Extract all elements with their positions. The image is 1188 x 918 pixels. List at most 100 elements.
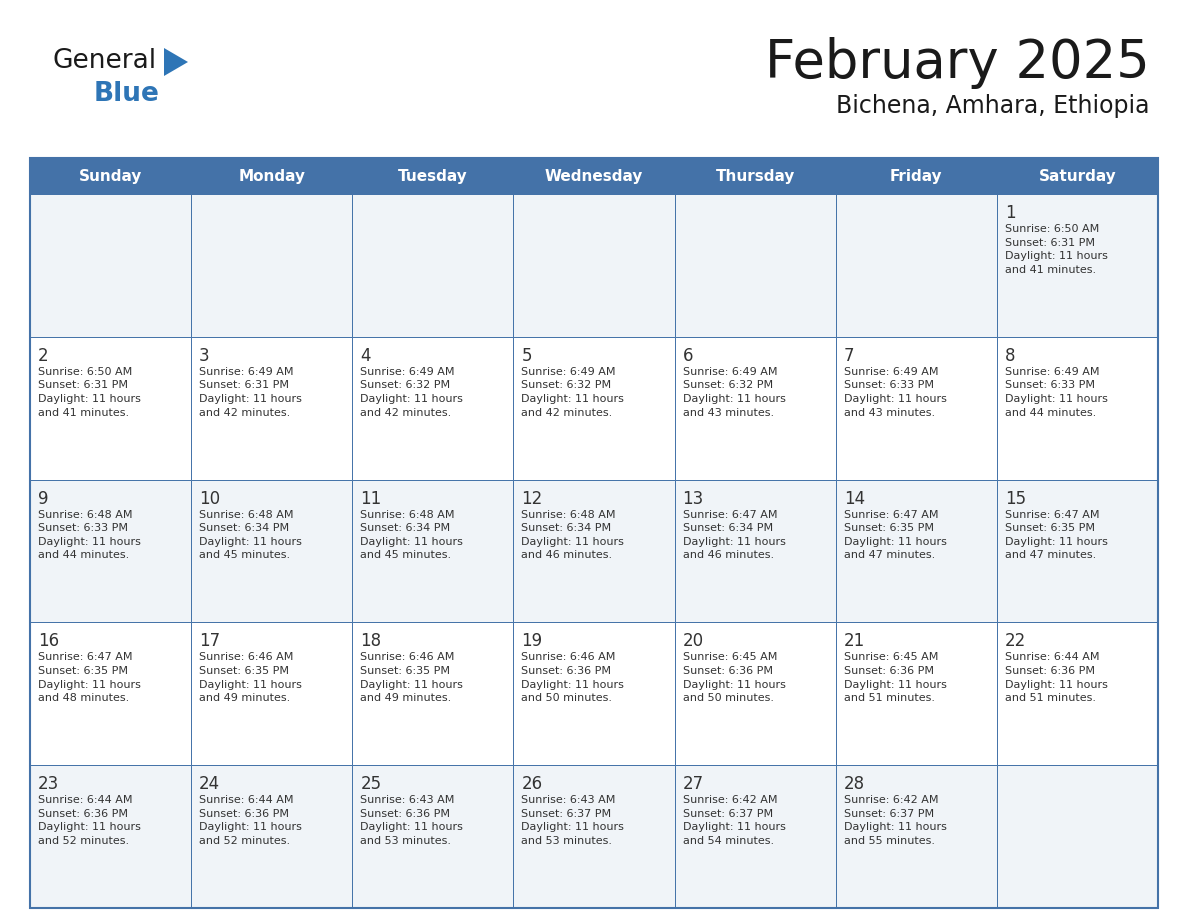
Bar [675,479,835,622]
Text: 8: 8 [1005,347,1016,364]
Bar [353,158,513,194]
Bar [675,622,835,766]
Text: Tuesday: Tuesday [398,169,468,184]
Text: 10: 10 [200,489,220,508]
Bar [30,479,191,622]
Bar [835,337,997,479]
Bar [835,622,997,766]
Bar [191,194,353,337]
Text: 28: 28 [843,775,865,793]
Bar [30,622,191,766]
Bar [675,158,835,194]
Text: Sunrise: 6:44 AM
Sunset: 6:36 PM
Daylight: 11 hours
and 51 minutes.: Sunrise: 6:44 AM Sunset: 6:36 PM Dayligh… [1005,653,1107,703]
Bar [353,194,513,337]
Text: 22: 22 [1005,633,1026,650]
Text: Sunrise: 6:44 AM
Sunset: 6:36 PM
Daylight: 11 hours
and 52 minutes.: Sunrise: 6:44 AM Sunset: 6:36 PM Dayligh… [200,795,302,846]
Bar [513,766,675,908]
Text: Sunrise: 6:49 AM
Sunset: 6:32 PM
Daylight: 11 hours
and 42 minutes.: Sunrise: 6:49 AM Sunset: 6:32 PM Dayligh… [360,367,463,418]
Bar [835,479,997,622]
Text: Sunrise: 6:49 AM
Sunset: 6:32 PM
Daylight: 11 hours
and 43 minutes.: Sunrise: 6:49 AM Sunset: 6:32 PM Dayligh… [683,367,785,418]
Text: 25: 25 [360,775,381,793]
Bar [997,337,1158,479]
Text: Sunrise: 6:47 AM
Sunset: 6:34 PM
Daylight: 11 hours
and 46 minutes.: Sunrise: 6:47 AM Sunset: 6:34 PM Dayligh… [683,509,785,560]
Text: 11: 11 [360,489,381,508]
Bar [835,766,997,908]
Text: 14: 14 [843,489,865,508]
Text: Sunrise: 6:42 AM
Sunset: 6:37 PM
Daylight: 11 hours
and 55 minutes.: Sunrise: 6:42 AM Sunset: 6:37 PM Dayligh… [843,795,947,846]
Text: 6: 6 [683,347,693,364]
Text: Sunrise: 6:50 AM
Sunset: 6:31 PM
Daylight: 11 hours
and 41 minutes.: Sunrise: 6:50 AM Sunset: 6:31 PM Dayligh… [38,367,141,418]
Text: Sunrise: 6:44 AM
Sunset: 6:36 PM
Daylight: 11 hours
and 52 minutes.: Sunrise: 6:44 AM Sunset: 6:36 PM Dayligh… [38,795,141,846]
Bar [353,337,513,479]
Bar [997,479,1158,622]
Text: Sunrise: 6:42 AM
Sunset: 6:37 PM
Daylight: 11 hours
and 54 minutes.: Sunrise: 6:42 AM Sunset: 6:37 PM Dayligh… [683,795,785,846]
Bar [30,766,191,908]
Bar [675,766,835,908]
Text: Sunrise: 6:49 AM
Sunset: 6:32 PM
Daylight: 11 hours
and 42 minutes.: Sunrise: 6:49 AM Sunset: 6:32 PM Dayligh… [522,367,625,418]
Bar [675,337,835,479]
Text: 23: 23 [38,775,59,793]
Text: Sunrise: 6:43 AM
Sunset: 6:37 PM
Daylight: 11 hours
and 53 minutes.: Sunrise: 6:43 AM Sunset: 6:37 PM Dayligh… [522,795,625,846]
Text: 17: 17 [200,633,220,650]
Bar [30,158,1158,908]
Bar [513,194,675,337]
Text: Wednesday: Wednesday [545,169,643,184]
Text: Sunrise: 6:45 AM
Sunset: 6:36 PM
Daylight: 11 hours
and 50 minutes.: Sunrise: 6:45 AM Sunset: 6:36 PM Dayligh… [683,653,785,703]
Text: 24: 24 [200,775,220,793]
Polygon shape [164,48,188,76]
Text: 2: 2 [38,347,49,364]
Bar [191,479,353,622]
Bar [353,766,513,908]
Text: 5: 5 [522,347,532,364]
Bar [191,622,353,766]
Bar [30,194,191,337]
Text: Sunrise: 6:46 AM
Sunset: 6:35 PM
Daylight: 11 hours
and 49 minutes.: Sunrise: 6:46 AM Sunset: 6:35 PM Dayligh… [200,653,302,703]
Text: Sunrise: 6:47 AM
Sunset: 6:35 PM
Daylight: 11 hours
and 47 minutes.: Sunrise: 6:47 AM Sunset: 6:35 PM Dayligh… [1005,509,1107,560]
Text: 7: 7 [843,347,854,364]
Bar [191,158,353,194]
Bar [513,479,675,622]
Bar [675,194,835,337]
Text: Sunrise: 6:47 AM
Sunset: 6:35 PM
Daylight: 11 hours
and 48 minutes.: Sunrise: 6:47 AM Sunset: 6:35 PM Dayligh… [38,653,141,703]
Bar [997,622,1158,766]
Bar [835,194,997,337]
Text: Bichena, Amhara, Ethiopia: Bichena, Amhara, Ethiopia [836,94,1150,118]
Text: Sunrise: 6:45 AM
Sunset: 6:36 PM
Daylight: 11 hours
and 51 minutes.: Sunrise: 6:45 AM Sunset: 6:36 PM Dayligh… [843,653,947,703]
Text: 27: 27 [683,775,703,793]
Bar [191,337,353,479]
Bar [30,337,191,479]
Text: 12: 12 [522,489,543,508]
Text: Sunrise: 6:48 AM
Sunset: 6:34 PM
Daylight: 11 hours
and 45 minutes.: Sunrise: 6:48 AM Sunset: 6:34 PM Dayligh… [360,509,463,560]
Text: 19: 19 [522,633,543,650]
Text: Sunrise: 6:49 AM
Sunset: 6:31 PM
Daylight: 11 hours
and 42 minutes.: Sunrise: 6:49 AM Sunset: 6:31 PM Dayligh… [200,367,302,418]
Bar [997,194,1158,337]
Bar [997,766,1158,908]
Text: Monday: Monday [239,169,305,184]
Text: Sunrise: 6:49 AM
Sunset: 6:33 PM
Daylight: 11 hours
and 44 minutes.: Sunrise: 6:49 AM Sunset: 6:33 PM Dayligh… [1005,367,1107,418]
Bar [30,158,191,194]
Text: General: General [52,48,156,74]
Text: 16: 16 [38,633,59,650]
Text: Saturday: Saturday [1038,169,1117,184]
Text: Friday: Friday [890,169,942,184]
Text: 9: 9 [38,489,49,508]
Text: 4: 4 [360,347,371,364]
Text: Sunrise: 6:50 AM
Sunset: 6:31 PM
Daylight: 11 hours
and 41 minutes.: Sunrise: 6:50 AM Sunset: 6:31 PM Dayligh… [1005,224,1107,274]
Bar [835,158,997,194]
Bar [513,337,675,479]
Text: 15: 15 [1005,489,1026,508]
Bar [353,479,513,622]
Text: Blue: Blue [94,81,160,107]
Text: Sunrise: 6:43 AM
Sunset: 6:36 PM
Daylight: 11 hours
and 53 minutes.: Sunrise: 6:43 AM Sunset: 6:36 PM Dayligh… [360,795,463,846]
Text: February 2025: February 2025 [765,37,1150,89]
Text: Sunrise: 6:47 AM
Sunset: 6:35 PM
Daylight: 11 hours
and 47 minutes.: Sunrise: 6:47 AM Sunset: 6:35 PM Dayligh… [843,509,947,560]
Text: Sunrise: 6:48 AM
Sunset: 6:34 PM
Daylight: 11 hours
and 45 minutes.: Sunrise: 6:48 AM Sunset: 6:34 PM Dayligh… [200,509,302,560]
Text: Sunrise: 6:48 AM
Sunset: 6:34 PM
Daylight: 11 hours
and 46 minutes.: Sunrise: 6:48 AM Sunset: 6:34 PM Dayligh… [522,509,625,560]
Text: Sunrise: 6:48 AM
Sunset: 6:33 PM
Daylight: 11 hours
and 44 minutes.: Sunrise: 6:48 AM Sunset: 6:33 PM Dayligh… [38,509,141,560]
Bar [513,622,675,766]
Bar [513,158,675,194]
Text: 26: 26 [522,775,543,793]
Text: 1: 1 [1005,204,1016,222]
Text: 21: 21 [843,633,865,650]
Bar [191,766,353,908]
